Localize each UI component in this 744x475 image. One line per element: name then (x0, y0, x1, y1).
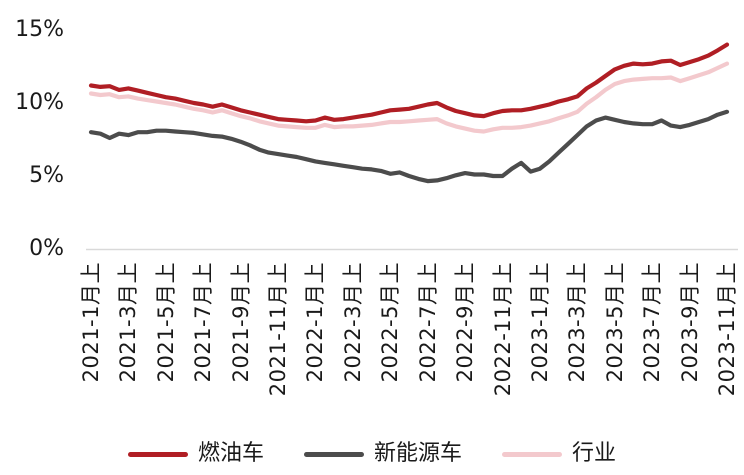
x-tick-label: 2023-1月上 (527, 262, 552, 383)
x-tick-label: 2021-1月上 (79, 262, 103, 383)
y-tick-label: 15% (15, 17, 64, 42)
x-tick-label: 2022-11月上 (490, 262, 515, 397)
legend-item-新能源车: 新能源车 (303, 440, 462, 468)
series-line-行业 (88, 61, 730, 134)
x-tick-label: 2023-7月上 (640, 262, 665, 383)
x-tick-label: 2023-5月上 (602, 262, 627, 383)
legend: 燃油车 新能源车 行业 (0, 438, 744, 470)
legend-label: 行业 (572, 441, 617, 466)
x-tick-label: 2022-9月上 (453, 262, 478, 383)
x-tick-label: 2023-9月上 (677, 262, 702, 383)
legend-label: 燃油车 (197, 441, 264, 466)
x-tick-label: 2023-11月上 (715, 262, 739, 397)
x-tick-label: 2021-9月上 (228, 262, 253, 383)
y-tick-label: 10% (15, 90, 64, 115)
legend-label: 新能源车 (373, 441, 462, 466)
legend-swatch-icon (303, 451, 364, 457)
legend-item-行业: 行业 (502, 440, 616, 468)
legend-item-燃油车: 燃油车 (127, 440, 264, 468)
y-tick-label: 5% (29, 163, 64, 188)
legend-swatch-icon (127, 451, 188, 457)
x-tick-label: 2022-7月上 (415, 262, 440, 383)
series-line-新能源车 (88, 109, 730, 184)
x-tick-label: 2022-3月上 (340, 262, 365, 383)
x-tick-label: 2021-11月上 (266, 262, 291, 397)
x-tick-label: 2021-7月上 (191, 262, 216, 383)
x-tick-label: 2023-3月上 (565, 262, 590, 383)
x-tick-label: 2022-1月上 (303, 262, 328, 383)
x-tick-label: 2021-5月上 (153, 262, 178, 383)
legend-swatch-icon (502, 451, 562, 457)
series-line-燃油车 (88, 42, 730, 124)
x-tick-label: 2022-5月上 (378, 262, 403, 383)
y-tick-label: 0% (29, 236, 64, 261)
x-tick-label: 2021-3月上 (116, 262, 141, 383)
